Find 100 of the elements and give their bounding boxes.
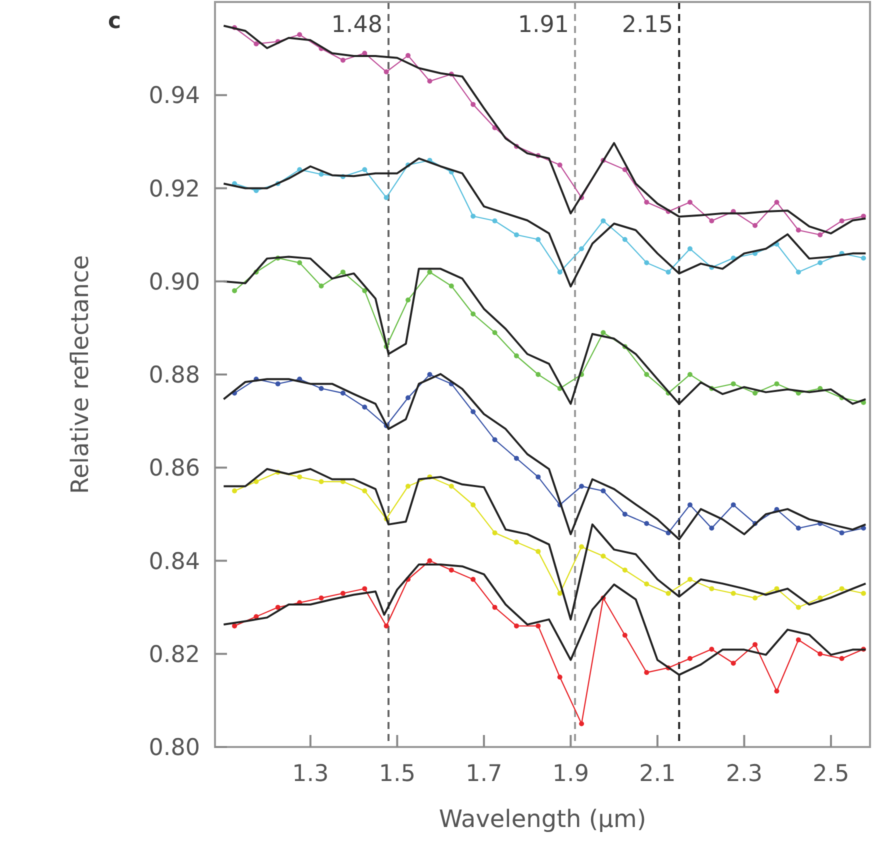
y-tick-label: 0.88 [148, 362, 200, 388]
y-tick-label: 0.80 [148, 735, 200, 761]
point [622, 512, 628, 517]
y-tick-label: 0.82 [148, 642, 200, 668]
point [536, 623, 541, 628]
point [232, 623, 238, 628]
point [362, 167, 368, 172]
point [406, 395, 411, 400]
point [622, 632, 628, 638]
point [600, 488, 606, 494]
point [427, 270, 432, 275]
point [514, 232, 519, 238]
point [318, 386, 324, 391]
point [340, 270, 346, 275]
point [774, 381, 780, 386]
point [340, 390, 346, 396]
point [557, 270, 562, 275]
point [384, 195, 389, 200]
point [492, 530, 498, 536]
x-tick-label: 1.7 [466, 761, 502, 787]
x-tick-label: 2.3 [726, 761, 762, 787]
point [232, 488, 238, 494]
point [709, 526, 714, 531]
point [406, 53, 411, 58]
point [687, 200, 692, 205]
point [687, 502, 692, 508]
point [427, 78, 432, 84]
x-tick-label: 1.5 [378, 761, 416, 787]
point [774, 586, 780, 592]
point [470, 311, 476, 316]
point [536, 474, 541, 480]
point [839, 586, 844, 592]
point [470, 502, 476, 508]
point [796, 637, 801, 642]
point [492, 218, 498, 224]
point [232, 288, 238, 294]
point [600, 330, 606, 336]
point [644, 372, 650, 377]
point [622, 236, 628, 242]
point [340, 590, 346, 596]
point [514, 623, 519, 628]
point [406, 484, 411, 489]
point [275, 604, 280, 610]
y-tick-label: 0.90 [148, 269, 200, 296]
y-tick-label: 0.84 [148, 548, 200, 575]
point [752, 390, 758, 396]
x-axis-title: Wavelength (μm) [438, 805, 646, 833]
point [644, 670, 650, 675]
x-tick-label: 2.1 [639, 761, 676, 787]
point [796, 228, 801, 233]
text: c [108, 9, 122, 34]
point [557, 590, 562, 596]
x-tick-label: 1.3 [292, 761, 329, 787]
point [470, 576, 476, 582]
point [730, 590, 736, 596]
point [448, 484, 454, 489]
point [362, 288, 368, 294]
point [774, 200, 780, 205]
point [860, 590, 866, 596]
point [579, 246, 584, 252]
point [470, 102, 476, 107]
point [709, 646, 714, 652]
point [297, 260, 302, 266]
point [406, 298, 411, 302]
ref-line-label: 1.91 [518, 12, 570, 38]
point [666, 590, 671, 596]
point [839, 656, 844, 662]
point [860, 256, 866, 261]
point [536, 236, 541, 242]
x-tick-label: 1.9 [552, 761, 589, 787]
point [600, 554, 606, 559]
point [318, 172, 324, 177]
point [427, 558, 432, 564]
point [579, 484, 584, 489]
point [579, 721, 584, 726]
y-tick-label: 0.86 [148, 456, 200, 482]
point [752, 596, 758, 600]
point [818, 651, 823, 656]
point [730, 660, 736, 666]
point [492, 437, 498, 442]
point [448, 284, 454, 289]
point [774, 688, 780, 694]
point [318, 479, 324, 484]
point [297, 474, 302, 480]
y-tick-label: 0.92 [148, 176, 200, 202]
point [644, 200, 650, 205]
point [730, 381, 736, 386]
point [362, 488, 368, 494]
point [492, 330, 498, 336]
point [730, 502, 736, 508]
point [687, 246, 692, 252]
point [254, 479, 259, 484]
point [644, 260, 650, 266]
point [318, 284, 324, 289]
point [818, 260, 823, 266]
point [752, 223, 758, 228]
point [622, 568, 628, 573]
point [600, 218, 606, 224]
point [687, 656, 692, 662]
y-tick-label: 0.94 [148, 83, 200, 110]
